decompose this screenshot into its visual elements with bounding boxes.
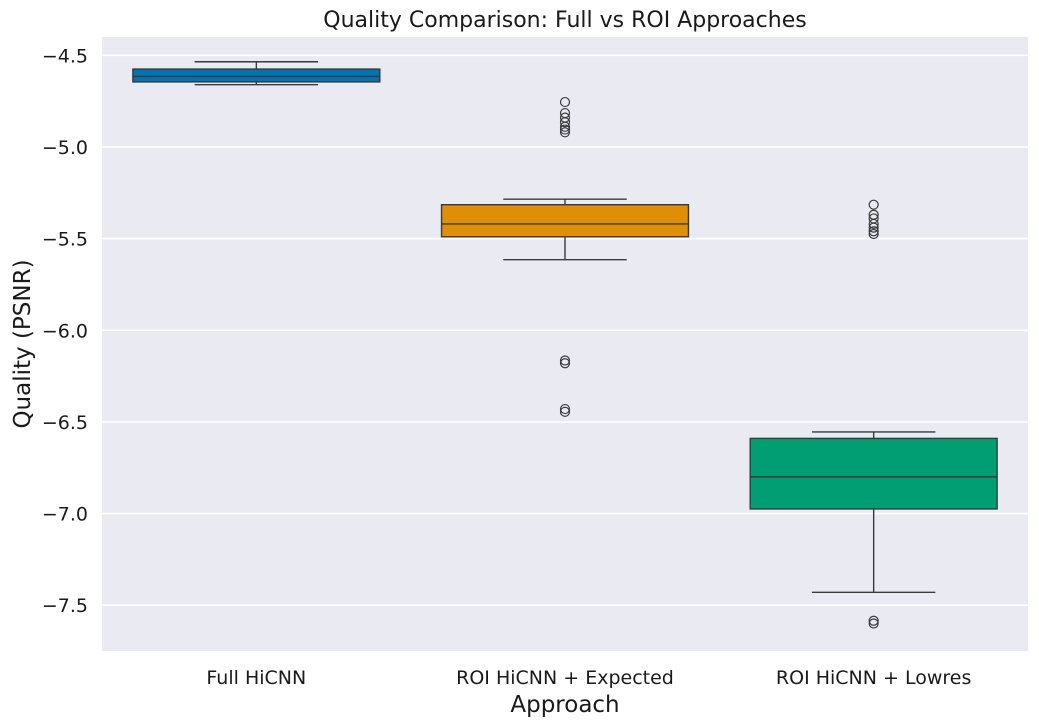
outlier-point [559,403,571,415]
y-axis-title: Quality (PSNR) [10,259,36,428]
outlier-point [868,222,879,233]
x-tick-label: Full HiCNN [206,667,306,689]
box-group [749,199,998,629]
outlier-point [559,358,571,369]
y-tick-label: −7.5 [42,595,88,617]
y-tick-label: −4.5 [42,45,88,67]
x-tick-label: ROI HiCNN + Lowres [776,667,971,689]
outlier-point [559,127,571,138]
y-tick-label: −6.0 [42,320,88,342]
chart-title: Quality Comparison: Full vs ROI Approach… [323,8,806,33]
y-tick-label: −5.0 [42,137,88,159]
plot-background [102,37,1028,651]
box-series [132,61,998,629]
outlier-point [868,218,879,230]
box-group [132,61,381,86]
outlier-point [559,121,571,132]
outlier-point [868,618,879,629]
outlier-point [559,355,571,366]
outlier-point [868,199,879,210]
y-tick-labels: −4.5 −5.0 −5.5 −6.0 −6.5 −7.0 −7.5 [42,45,88,617]
outlier-point [868,228,879,240]
iqr-box [440,204,690,238]
x-tick-labels: Full HiCNN ROI HiCNN + Expected ROI HiCNN … [206,667,971,689]
outlier-point [559,96,571,108]
x-tick-label: ROI HiCNN + Expected [456,667,674,689]
outlier-point [559,406,571,417]
x-axis-title: Approach [510,692,619,718]
outlier-point [559,117,571,128]
y-tick-label: −6.5 [42,412,88,434]
iqr-box [132,68,381,83]
y-tick-label: −5.5 [42,229,88,251]
box-group [440,96,690,417]
iqr-box [749,437,998,510]
outlier-point [559,124,571,135]
outlier-point [868,226,879,237]
outlier-point [868,615,879,626]
y-tick-label: −7.0 [42,504,88,526]
